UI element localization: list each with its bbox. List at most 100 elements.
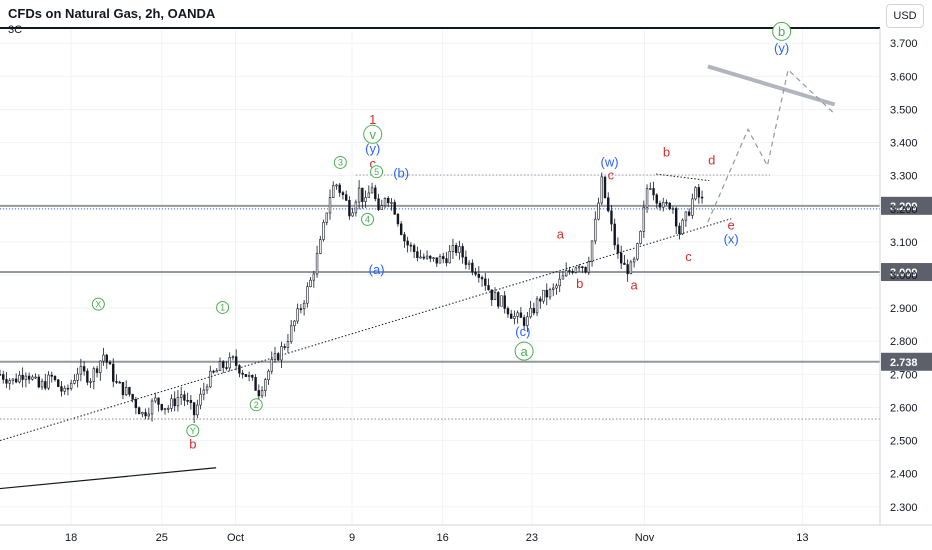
y-tick-label: 2.300 (890, 502, 918, 514)
candle-body (47, 374, 50, 389)
y-tick-label: 3.500 (890, 104, 918, 116)
candle-body (99, 360, 102, 373)
candle-body (422, 256, 426, 259)
wave-label: 4 (365, 215, 370, 225)
candle-body (438, 256, 442, 264)
candle-body (535, 298, 539, 314)
wave-label: b (576, 276, 583, 291)
candle-body (396, 213, 400, 225)
candle-body (124, 387, 128, 396)
candle-body (260, 390, 264, 397)
x-tick-label: 16 (436, 532, 448, 544)
candle-body (636, 243, 639, 260)
wave-label: 1 (220, 303, 225, 313)
candle-body (671, 208, 675, 210)
candle-body (532, 307, 536, 314)
candle-body (160, 404, 163, 410)
candle-body (610, 210, 613, 225)
candle-body (137, 407, 141, 415)
price-levels: 3.209 3.009 2.738 (0, 196, 932, 371)
candle-body (234, 356, 238, 366)
candle-body (344, 194, 348, 201)
wave-label: (y) (365, 141, 380, 156)
candle-body (50, 374, 53, 377)
candle-body (506, 308, 510, 315)
candle-body (44, 381, 47, 389)
candle-body (687, 211, 691, 216)
candle-body (5, 379, 8, 384)
x-tick-label: 18 (65, 532, 77, 544)
candle-body (76, 373, 79, 381)
candle-body (179, 394, 183, 398)
wave-label: Y (190, 426, 196, 436)
wave-label-circle (249, 398, 263, 412)
candle-body (95, 368, 99, 373)
candle-body (623, 262, 626, 265)
candle-body (225, 367, 228, 369)
y-tick-label: 3.700 (890, 38, 918, 50)
candle-body (176, 397, 180, 407)
candle-body (238, 365, 241, 374)
candle-body (8, 380, 11, 384)
candle-body (367, 192, 371, 198)
candle-body (668, 202, 671, 210)
y-tick-label: 3.000 (890, 270, 918, 282)
candle-body (487, 285, 490, 291)
y-tick-label: 3.100 (890, 237, 918, 249)
candle-body (286, 341, 290, 348)
candle-body (283, 346, 286, 348)
currency-button[interactable]: USD (886, 4, 924, 28)
candle-body (328, 197, 332, 214)
candle-body (464, 256, 468, 265)
x-axis[interactable]: 18 25 Oct 9 16 23 Nov 13 (0, 524, 932, 544)
candle-body (684, 211, 688, 221)
candle-body (383, 197, 387, 207)
candle-body (134, 399, 138, 409)
candle-body (364, 197, 367, 202)
candle-body (150, 400, 154, 415)
wave-label: X (95, 299, 101, 309)
candle-body (461, 246, 464, 258)
candle-body (244, 374, 248, 377)
wave-label-circle (370, 165, 384, 179)
candle-body (558, 278, 561, 287)
candle-body (82, 366, 86, 372)
candle-body (493, 292, 497, 301)
candle-body (2, 374, 5, 380)
price-level-badge (881, 196, 932, 215)
candle-body (209, 370, 212, 388)
candle-body (587, 261, 591, 273)
candle-body (306, 286, 309, 304)
candle-body (11, 378, 15, 381)
trendline (0, 218, 732, 442)
candle-body (183, 394, 186, 401)
candle-body (309, 279, 312, 287)
candle-body (629, 261, 633, 275)
candle-body (251, 374, 254, 378)
candle-body (34, 376, 37, 379)
candle-body (66, 387, 70, 390)
y-tick-label: 3.200 (890, 204, 918, 216)
candle-body (63, 387, 66, 392)
wave-label-circle (333, 155, 347, 169)
candle-body (665, 202, 668, 204)
candle-body (571, 271, 574, 273)
y-tick-label: 2.400 (890, 469, 918, 481)
candle-body (202, 389, 206, 395)
y-axis[interactable]: 2.300 2.400 2.500 2.600 2.700 2.800 2.900 3.000… (879, 28, 918, 525)
candle-body (568, 270, 571, 272)
candle-body (351, 212, 354, 217)
candle-body (141, 412, 144, 415)
candle-body (270, 358, 273, 372)
candle-body (254, 377, 257, 391)
wave-label-circle (186, 424, 200, 438)
candle-body (354, 201, 358, 214)
candle-body (86, 370, 89, 383)
x-tick-label: Oct (227, 532, 244, 544)
candle-body (555, 285, 558, 289)
candle-body (118, 381, 121, 384)
candle-body (490, 289, 493, 301)
candle-body (128, 387, 131, 395)
candle-body (27, 375, 31, 380)
